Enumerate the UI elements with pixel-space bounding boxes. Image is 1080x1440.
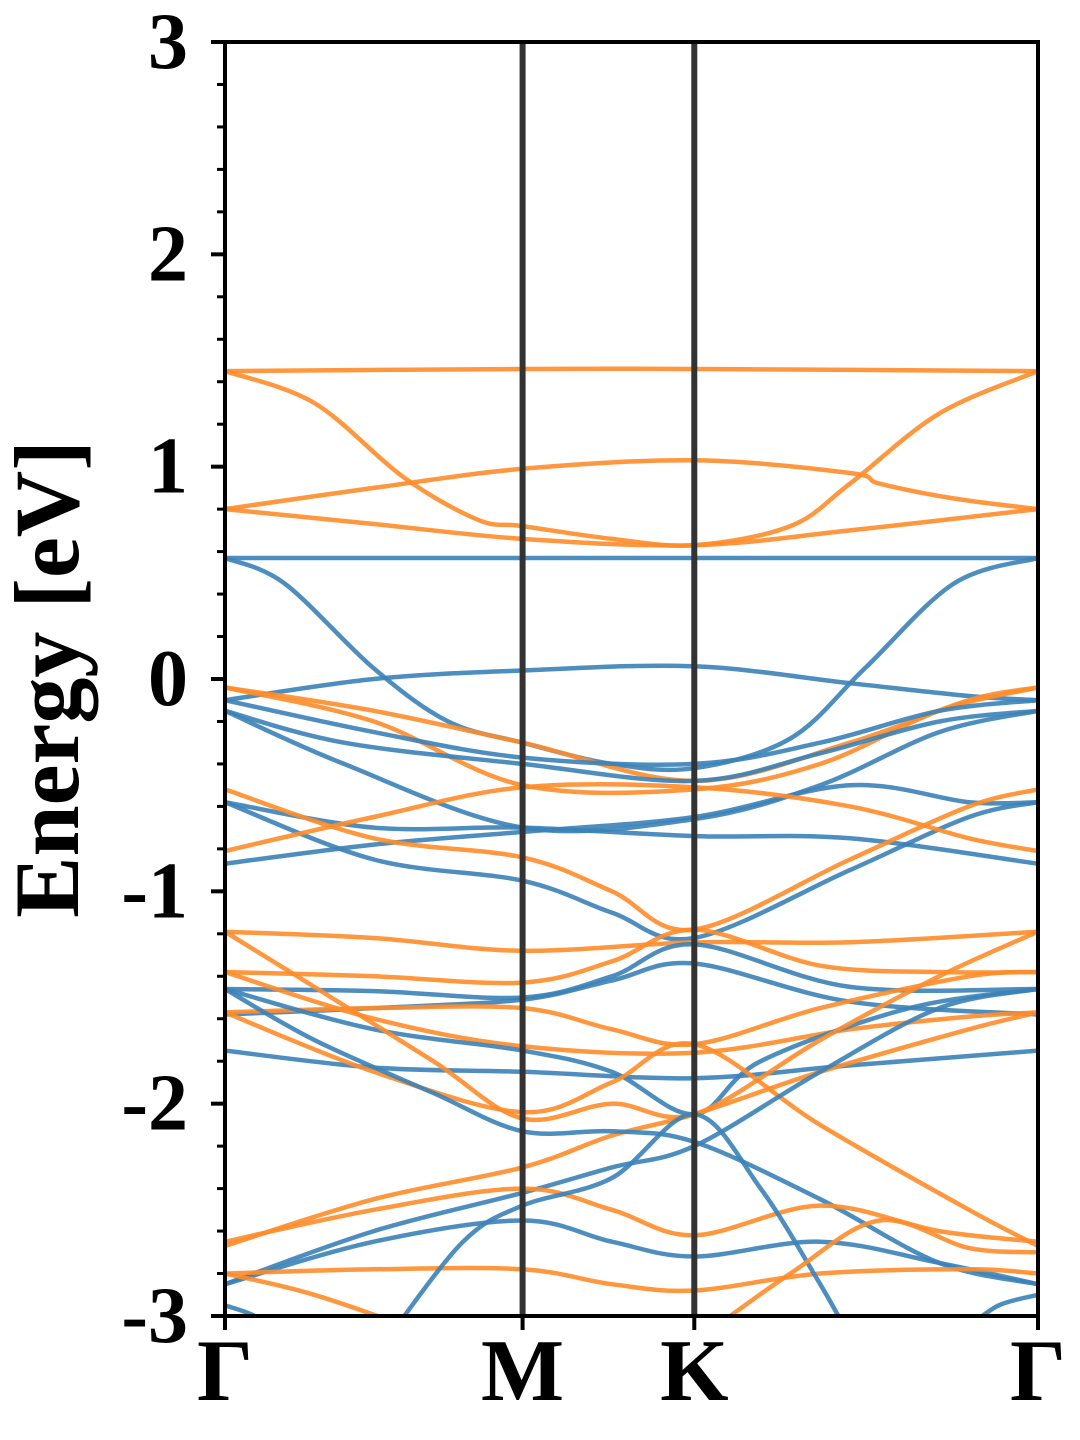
spin_up-band-12: [225, 799, 1038, 866]
y-tick-label: 0: [148, 635, 188, 723]
spin_up-band-10: [225, 708, 1038, 784]
spin_down-band-27: [225, 929, 1038, 1123]
spin_up-band-9: [225, 697, 1038, 767]
y-axis-label: Energy [eV]: [0, 440, 98, 918]
high-symmetry-lines: [519, 42, 698, 1316]
spin_up-band-19: [225, 942, 1038, 1001]
spin_up-band-13: [225, 782, 1038, 866]
spin_up-band-35: [401, 1112, 841, 1316]
spin_down-band-0: [225, 366, 1038, 374]
x-tick-label: M: [481, 1323, 564, 1420]
spin_down-band-26: [225, 1010, 1038, 1249]
band-lines: [225, 366, 1038, 1316]
spin_down-band-15: [225, 787, 1038, 933]
spin_up-band-6: [225, 663, 1038, 703]
spin_down-band-21: [225, 969, 1038, 1048]
spin_down-band-30: [225, 1186, 1038, 1244]
spin_down-band-18: [225, 927, 1038, 986]
y-tick-label: -2: [121, 1060, 188, 1148]
spin_up-band-28: [225, 986, 1038, 1287]
spin_down-band-25: [225, 1010, 1038, 1249]
y-tick-label: -3: [121, 1272, 188, 1360]
y-tick-label: 2: [148, 210, 188, 298]
plot-frame: [223, 40, 1040, 1318]
spin_up-band-29: [225, 986, 1038, 1287]
spin_up-band-31: [225, 1218, 1038, 1287]
spin_up-band-11: [225, 708, 1038, 834]
spin_down-band-22: [225, 969, 1038, 1056]
spin_up-band-5: [225, 555, 1038, 773]
spin_down-band-1: [225, 368, 1038, 548]
y-tick-label: 1: [148, 423, 188, 511]
spin_up-band-24: [225, 986, 1038, 1117]
spin_down-band-36: [726, 1217, 1038, 1316]
y-tick-label: 3: [148, 0, 188, 86]
spin_down-band-16: [225, 781, 1038, 854]
spin_down-band-3: [225, 506, 1038, 548]
spin_down-band-2: [225, 457, 1038, 512]
spin_up-band-34: [225, 1303, 260, 1316]
y-axis-ticks: -3 -2 -1 0 1 2 3: [121, 0, 225, 1360]
x-tick-label: Γ: [197, 1323, 253, 1420]
spin_down-band-33: [225, 1271, 385, 1316]
x-tick-label: Γ: [1010, 1323, 1066, 1420]
x-tick-label: K: [660, 1323, 728, 1420]
spin_down-band-32: [225, 1265, 1038, 1294]
y-tick-label: -1: [121, 847, 188, 935]
spin_down-band-17: [225, 929, 1038, 954]
spin_up-band-37: [978, 1292, 1038, 1316]
